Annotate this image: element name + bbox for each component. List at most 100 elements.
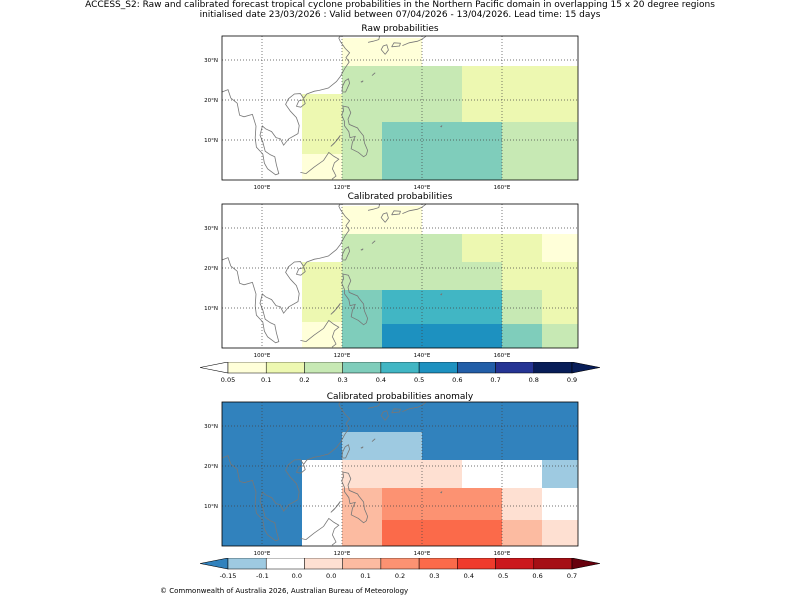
- probability-cell-11: [382, 488, 502, 520]
- colorbar-segment: [342, 557, 382, 570]
- colorbar-segment: [227, 557, 267, 570]
- probability-cell-2: [302, 262, 342, 322]
- coastline-12: [367, 203, 380, 211]
- colorbar-segment: [495, 361, 535, 374]
- colorbar-segment: [380, 361, 420, 374]
- coastline-4: [330, 302, 341, 315]
- colorbar-anomaly: -0.15 -0.1 0.0 0.0 0.1 0.2 0.3 0.4 0.5 0.6 0.7: [199, 557, 601, 588]
- colorbar-tick-label: 0.0: [292, 572, 302, 580]
- lat-tick-label: 20°N: [204, 464, 218, 470]
- lon-tick-label: 160°E: [494, 551, 511, 557]
- lat-tick-label: 30°N: [204, 424, 218, 430]
- probability-cell-9: [542, 488, 578, 520]
- coastline-2: [341, 246, 351, 261]
- panel-title-calibrated: Calibrated probabilities: [347, 192, 453, 202]
- probability-cell-9: [462, 94, 578, 122]
- coastline-1: [296, 99, 306, 108]
- probability-cell-9: [502, 262, 542, 290]
- probability-cell-12: [502, 122, 578, 180]
- colorbar-segment: [304, 361, 343, 374]
- probability-cell-1: [302, 206, 342, 262]
- colorbar-tick-label: 0.6: [452, 376, 462, 384]
- coastline-6: [380, 410, 389, 421]
- lon-tick-label: 100°E: [254, 185, 271, 191]
- probability-cell-14: [502, 520, 542, 546]
- probability-cell-1: [302, 402, 342, 460]
- lat-tick-label: 10°N: [204, 306, 218, 312]
- colorbar-tick-label: 0.1: [360, 572, 370, 580]
- colorbar-segment: [304, 557, 343, 570]
- coastline-6: [380, 44, 389, 55]
- lon-tick-label: 160°E: [494, 185, 511, 191]
- lon-tick-label: 120°E: [334, 185, 351, 191]
- colorbar-tick-label: 0.4: [464, 572, 474, 580]
- colorbar-tick-label: 0.9: [567, 376, 577, 384]
- probability-cell-7: [382, 94, 422, 122]
- probability-cell-4: [342, 66, 462, 94]
- copyright-footer: © Commonwealth of Australia 2026, Austra…: [160, 587, 409, 595]
- probability-cell-13: [382, 520, 502, 546]
- probability-cell-0: [342, 206, 422, 234]
- colorbar-tick-label: 0.4: [376, 376, 386, 384]
- lon-tick-label: 120°E: [334, 353, 351, 359]
- colorbar-tick-label: 0.3: [337, 376, 347, 384]
- map-frame: [221, 401, 579, 547]
- colorbar-tick-label: 0.7: [567, 572, 577, 580]
- probability-cell-15: [542, 520, 578, 546]
- coastline-2: [341, 78, 351, 93]
- probability-cell-10: [542, 262, 578, 290]
- colorbar-tick-label: -0.15: [220, 572, 237, 580]
- coastline-6: [380, 212, 389, 223]
- coastline-9: [371, 240, 376, 244]
- colorbar-tick-label: 0.7: [490, 376, 500, 384]
- coastline-0: [221, 401, 351, 542]
- coastline-3: [341, 105, 369, 158]
- coastline-1: [296, 465, 306, 474]
- colorbar-segment: [342, 361, 382, 374]
- panel-title-raw: Raw probabilities: [361, 24, 439, 34]
- probability-cell-4: [342, 432, 422, 460]
- probability-cell-12: [502, 488, 542, 520]
- probability-cell-16: [502, 324, 542, 348]
- colorbar-tick-label: 0.6: [532, 572, 542, 580]
- colorbar-segment: [265, 361, 305, 374]
- coastline-8: [402, 401, 427, 412]
- probability-cell-14: [542, 290, 578, 324]
- probability-cell-4: [342, 234, 462, 262]
- probability-cell-2: [302, 94, 342, 154]
- panel-title-anomaly: Calibrated probabilities anomaly: [326, 392, 474, 402]
- lon-tick-label: 120°E: [334, 551, 351, 557]
- coastline-7: [391, 42, 401, 48]
- lat-tick-label: 20°N: [204, 98, 218, 104]
- probability-cell-6: [542, 234, 578, 262]
- coastline-9: [371, 72, 376, 76]
- coastline-1: [296, 267, 306, 276]
- coastline-8: [402, 35, 427, 46]
- probability-cell-0: [342, 38, 422, 66]
- figure-title-line-1: ACCESS_S2: Raw and calibrated forecast t…: [85, 0, 715, 10]
- coastline-group: [221, 401, 443, 546]
- colorbar-segment: [533, 557, 573, 570]
- map-calibrated-anomaly: 100°E 120°E 140°E 160°E 10°N 20°N 30°N: [204, 401, 579, 557]
- coastline-5: [300, 151, 340, 180]
- probability-cell-7: [342, 460, 462, 488]
- lon-tick-label: 140°E: [414, 185, 431, 191]
- lon-tick-label: 140°E: [414, 353, 431, 359]
- colorbar-tick-label: -0.1: [256, 572, 269, 580]
- probability-cell-3: [422, 402, 578, 460]
- colorbar-tick-label: 0.05: [221, 376, 235, 384]
- colorbar-tick-label: 0.1: [261, 376, 271, 384]
- coastline-7: [391, 408, 401, 414]
- coastline-10: [360, 446, 364, 449]
- coastline-4: [330, 134, 341, 147]
- colorbar-segment: [418, 557, 458, 570]
- probability-cell-17: [542, 324, 578, 348]
- coastline-12: [367, 35, 380, 43]
- colorbar-tick-label: 0.5: [414, 376, 424, 384]
- lat-tick-label: 10°N: [204, 504, 218, 510]
- colorbar-tick-label: 0.2: [395, 572, 405, 580]
- coastline-11: [440, 125, 443, 128]
- colorbar-over-arrow: [571, 557, 601, 570]
- coastline-12: [367, 401, 380, 409]
- probability-cell-7: [342, 262, 382, 290]
